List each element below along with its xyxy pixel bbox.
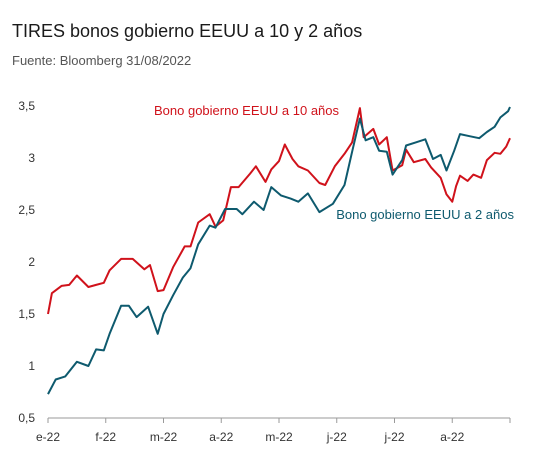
x-tick-label: f-22: [95, 430, 116, 444]
x-tick-label: e-22: [36, 430, 60, 444]
x-tick-label: a-22: [440, 430, 464, 444]
chart-source: Fuente: Bloomberg 31/08/2022: [12, 53, 192, 68]
y-tick-label: 2: [28, 255, 35, 269]
y-tick-label: 3,5: [18, 99, 35, 113]
x-tick-label: j-22: [326, 430, 347, 444]
x-tick-label: a-22: [209, 430, 233, 444]
series-lines: [47, 106, 511, 395]
x-tick-label: m-22: [150, 430, 178, 444]
series-line-2y: [47, 106, 511, 395]
y-tick-label: 2,5: [18, 203, 35, 217]
y-axis-labels: 0,5 1 1,5 2 2,5 3 3,5: [18, 99, 35, 425]
y-tick-label: 1,5: [18, 307, 35, 321]
series-line-10y: [47, 107, 511, 315]
series-label-10y: Bono gobierno EEUU a 10 años: [154, 103, 340, 118]
chart-title: TIRES bonos gobierno EEUU a 10 y 2 años: [12, 21, 363, 41]
x-axis-ticks: e-22 f-22 m-22 a-22 m-22 j-22 j-22 a-22: [36, 418, 511, 444]
y-tick-label: 1: [28, 359, 35, 373]
x-tick-label: j-22: [383, 430, 404, 444]
series-label-2y: Bono gobierno EEUU a 2 años: [336, 207, 514, 222]
y-tick-label: 0,5: [18, 411, 35, 425]
series-labels: Bono gobierno EEUU a 10 años Bono gobiern…: [154, 103, 514, 222]
x-tick-label: m-22: [265, 430, 293, 444]
y-tick-label: 3: [28, 151, 35, 165]
